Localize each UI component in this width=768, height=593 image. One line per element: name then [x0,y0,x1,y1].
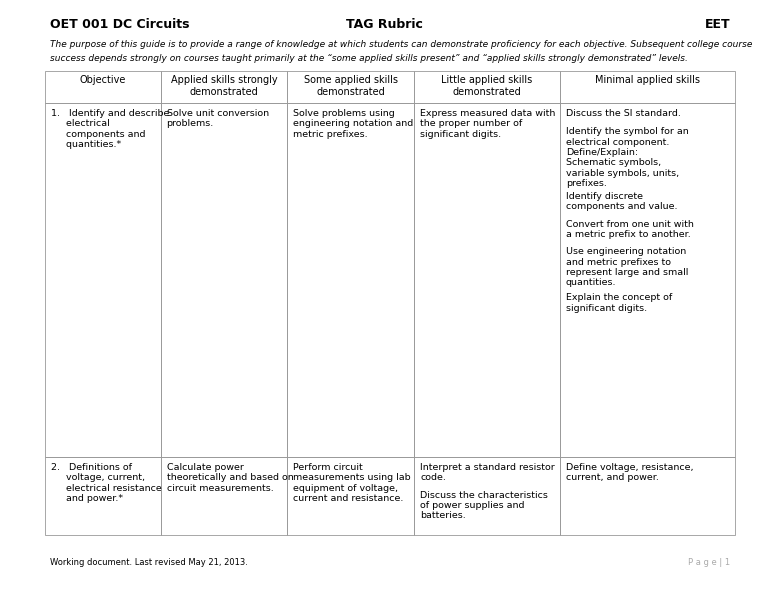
Text: success depends strongly on courses taught primarily at the “some applied skills: success depends strongly on courses taug… [50,54,688,63]
Bar [560,103,735,457]
Text: Perform circuit
measurements using lab
equipment of voltage,
current and resista: Perform circuit measurements using lab e… [293,463,411,503]
Bar [287,71,414,103]
Text: Express measured data with
the proper number of
significant digits.: Express measured data with the proper nu… [420,109,555,139]
Text: Use engineering notation
and metric prefixes to
represent large and small
quanti: Use engineering notation and metric pref… [566,247,688,288]
Text: 1.   Identify and describe
     electrical
     components and
     quantities.*: 1. Identify and describe electrical comp… [51,109,170,149]
Bar [414,71,560,103]
Text: Convert from one unit with
a metric prefix to another.: Convert from one unit with a metric pref… [566,219,694,239]
Text: Discuss the SI standard.: Discuss the SI standard. [566,109,680,118]
Text: EET: EET [704,18,730,31]
Text: P a g e | 1: P a g e | 1 [688,558,730,567]
Bar [414,457,560,535]
Text: Identify the symbol for an
electrical component.
Define/Explain:
Schematic symbo: Identify the symbol for an electrical co… [566,127,688,189]
Text: TAG Rubric: TAG Rubric [346,18,422,31]
Bar [161,71,287,103]
Text: Solve unit conversion
problems.: Solve unit conversion problems. [167,109,269,129]
Text: Applied skills strongly
demonstrated: Applied skills strongly demonstrated [170,75,277,97]
Bar [287,457,414,535]
Text: Some applied skills
demonstrated: Some applied skills demonstrated [304,75,398,97]
Text: The purpose of this guide is to provide a range of knowledge at which students c: The purpose of this guide is to provide … [50,40,753,49]
Bar [161,103,287,457]
Bar [161,457,287,535]
Bar [414,103,560,457]
Text: Objective: Objective [80,75,126,85]
Bar [560,457,735,535]
Text: Calculate power
theoretically and based on
circuit measurements.: Calculate power theoretically and based … [167,463,293,493]
Bar [45,71,161,103]
Text: OET 001 DC Circuits: OET 001 DC Circuits [50,18,190,31]
Text: Define voltage, resistance,
current, and power.: Define voltage, resistance, current, and… [566,463,694,482]
Bar [45,103,161,457]
Bar [45,457,161,535]
Text: Interpret a standard resistor
code.: Interpret a standard resistor code. [420,463,555,482]
Text: Discuss the characteristics
of power supplies and
batteries.: Discuss the characteristics of power sup… [420,490,548,521]
Text: 2.   Definitions of
     voltage, current,
     electrical resistance
     and p: 2. Definitions of voltage, current, elec… [51,463,162,503]
Text: Solve problems using
engineering notation and
metric prefixes.: Solve problems using engineering notatio… [293,109,414,139]
Text: Identify discrete
components and value.: Identify discrete components and value. [566,192,677,212]
Bar [287,103,414,457]
Bar [560,71,735,103]
Text: Working document. Last revised May 21, 2013.: Working document. Last revised May 21, 2… [50,558,248,567]
Text: Explain the concept of
significant digits.: Explain the concept of significant digit… [566,294,672,313]
Text: Little applied skills
demonstrated: Little applied skills demonstrated [442,75,532,97]
Text: Minimal applied skills: Minimal applied skills [595,75,700,85]
